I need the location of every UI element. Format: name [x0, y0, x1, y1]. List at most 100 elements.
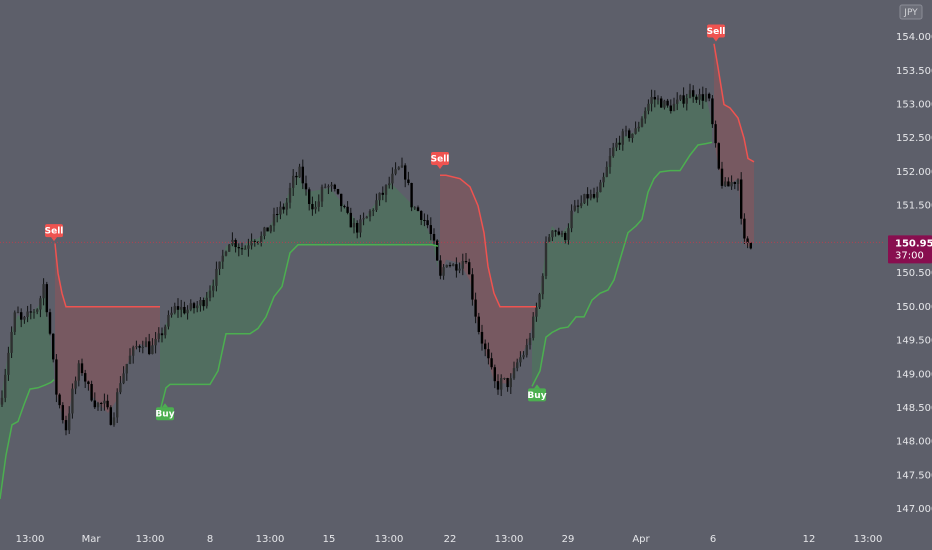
- candle-up: [167, 314, 170, 327]
- candle-down: [743, 218, 746, 239]
- candle-down: [240, 248, 244, 250]
- candle-down: [701, 94, 704, 101]
- candle-up: [224, 251, 228, 256]
- signal-badge: [45, 224, 63, 238]
- price-axis[interactable]: [885, 0, 932, 550]
- candle-down: [711, 98, 714, 125]
- candle-up: [621, 131, 624, 145]
- uptrend-line: [0, 379, 55, 500]
- candle-up: [522, 355, 525, 358]
- candle-up: [503, 378, 506, 380]
- downtrend-fill: [714, 43, 754, 248]
- candle-up: [4, 374, 7, 398]
- candle-up: [391, 173, 394, 184]
- currency-badge[interactable]: JPY: [899, 4, 923, 20]
- candle-up: [637, 126, 640, 129]
- candle-down: [237, 247, 240, 249]
- candle-down: [490, 358, 493, 368]
- candle-up: [132, 347, 135, 356]
- candle-down: [29, 311, 32, 313]
- signal-label: Buy: [155, 410, 174, 420]
- candle-down: [202, 300, 205, 307]
- buy-signal[interactable]: Buy: [527, 384, 547, 402]
- candle-up: [384, 185, 388, 195]
- candle-down: [295, 175, 298, 178]
- sell-signal[interactable]: Sell: [431, 151, 450, 169]
- bar-countdown: 37:00: [895, 250, 924, 261]
- candle-up: [400, 165, 404, 168]
- signal-pointer: [713, 37, 719, 42]
- x-tick-label: 6: [710, 534, 716, 545]
- sell-signal[interactable]: Sell: [45, 224, 64, 242]
- candle-up: [317, 201, 320, 207]
- candle-down: [426, 220, 429, 226]
- candle-up: [112, 417, 116, 425]
- y-tick-label: 149.500: [896, 336, 932, 347]
- candle-down: [336, 188, 340, 194]
- candle-up: [500, 378, 503, 390]
- candle-down: [474, 299, 477, 317]
- candle-up: [679, 95, 682, 100]
- candle-up: [13, 312, 16, 332]
- y-tick-label: 148.500: [896, 403, 932, 414]
- candle-down: [576, 205, 580, 207]
- candle-down: [496, 381, 500, 390]
- candle-up: [263, 227, 266, 237]
- candle-up: [372, 210, 375, 212]
- candle-down: [45, 284, 48, 313]
- candle-up: [208, 290, 212, 298]
- downtrend-line: [440, 174, 536, 308]
- candle-down: [717, 143, 720, 169]
- signal-markers: Sell Buy Sell Buy Sell: [45, 24, 726, 421]
- candle-up: [362, 218, 365, 220]
- downtrend-line: [713, 43, 755, 163]
- candle-down: [506, 378, 509, 388]
- candle-up: [525, 345, 528, 356]
- candle-up: [228, 244, 231, 252]
- candle-down: [493, 367, 496, 382]
- y-tick-label: 154.000: [896, 32, 932, 43]
- y-tick-label: 149.000: [896, 369, 932, 380]
- candle-up: [327, 186, 330, 188]
- signal-pointer: [51, 237, 57, 242]
- candle-up: [631, 133, 634, 139]
- y-tick-label: 150.000: [896, 302, 932, 313]
- candle-up: [128, 355, 132, 364]
- candle-down: [52, 333, 55, 360]
- candle-up: [189, 303, 192, 310]
- candle-down: [308, 189, 311, 205]
- x-tick-label: 15: [323, 534, 336, 545]
- candle-up: [532, 316, 535, 338]
- candle-up: [103, 400, 106, 404]
- candle-up: [580, 203, 583, 206]
- candle-up: [368, 211, 372, 217]
- candle-up: [320, 186, 324, 202]
- plot-area[interactable]: [0, 0, 885, 526]
- buy-signal[interactable]: Buy: [155, 403, 175, 421]
- candle-down: [301, 166, 304, 184]
- sell-signal[interactable]: Sell: [707, 24, 726, 42]
- candle-up: [218, 261, 221, 269]
- candle-down: [423, 219, 426, 221]
- downtrend-fill: [55, 243, 160, 429]
- time-axis[interactable]: [0, 526, 885, 550]
- signal-pointer: [162, 403, 168, 408]
- candle-down: [58, 394, 61, 406]
- candle-down: [276, 214, 279, 216]
- candle-up: [250, 240, 253, 246]
- last-price-badge: 150.956 37:00: [888, 235, 932, 264]
- candle-up: [330, 184, 333, 187]
- candle-down: [660, 98, 663, 108]
- candle-up: [541, 275, 544, 295]
- candle-up: [375, 200, 378, 211]
- candle-up: [71, 388, 74, 414]
- candle-down: [106, 400, 109, 408]
- candle-up: [570, 210, 573, 229]
- x-tick-label: 12: [803, 534, 816, 545]
- candle-up: [656, 98, 660, 100]
- candle-down: [55, 359, 58, 395]
- x-tick-label: Apr: [632, 534, 650, 545]
- candle-up: [215, 268, 218, 286]
- uptrend-fill: [532, 92, 712, 387]
